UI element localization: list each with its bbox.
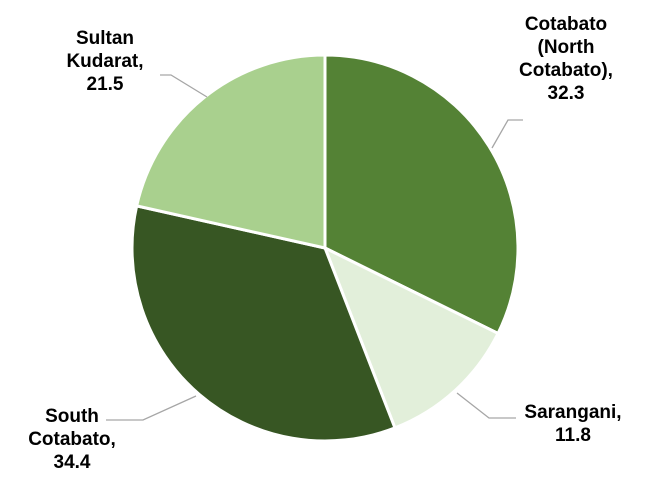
slice-label-line-2-0: South [45,406,99,427]
slice-label-line-3-1: Kudarat, [66,51,143,72]
slice-label-line-1-0: Sarangani, [524,402,621,423]
slice-label-line-2-1: Cotabato, [28,429,116,450]
slice-value-1: 11.8 [555,425,591,446]
slice-label-1: Sarangani, 11.8 [524,402,621,446]
leader-line-2 [106,395,197,421]
pie-slice-0 [323,53,520,336]
leader-line-1 [456,392,516,419]
slice-value-0: 32.3 [548,83,585,104]
slice-label-line-0-0: Cotabato [525,14,607,35]
slice-label-line-0-1: (North [538,37,595,58]
pie-slice-3 [134,53,327,250]
pie-slice-1 [322,244,501,430]
slice-label-2: South Cotabato, 34.4 [28,406,116,473]
slice-label-line-3-0: Sultan [76,28,134,49]
slice-value-3: 21.5 [87,74,124,95]
leader-line-0 [491,119,523,149]
slice-label-0: Cotabato (North Cotabato), 32.3 [519,14,613,104]
slice-value-2: 34.4 [54,452,91,473]
slice-label-line-0-2: Cotabato), [519,60,613,81]
slice-label-3: Sultan Kudarat, 21.5 [66,28,143,95]
pie-slice-2 [130,204,397,443]
leader-line-3 [160,74,208,98]
